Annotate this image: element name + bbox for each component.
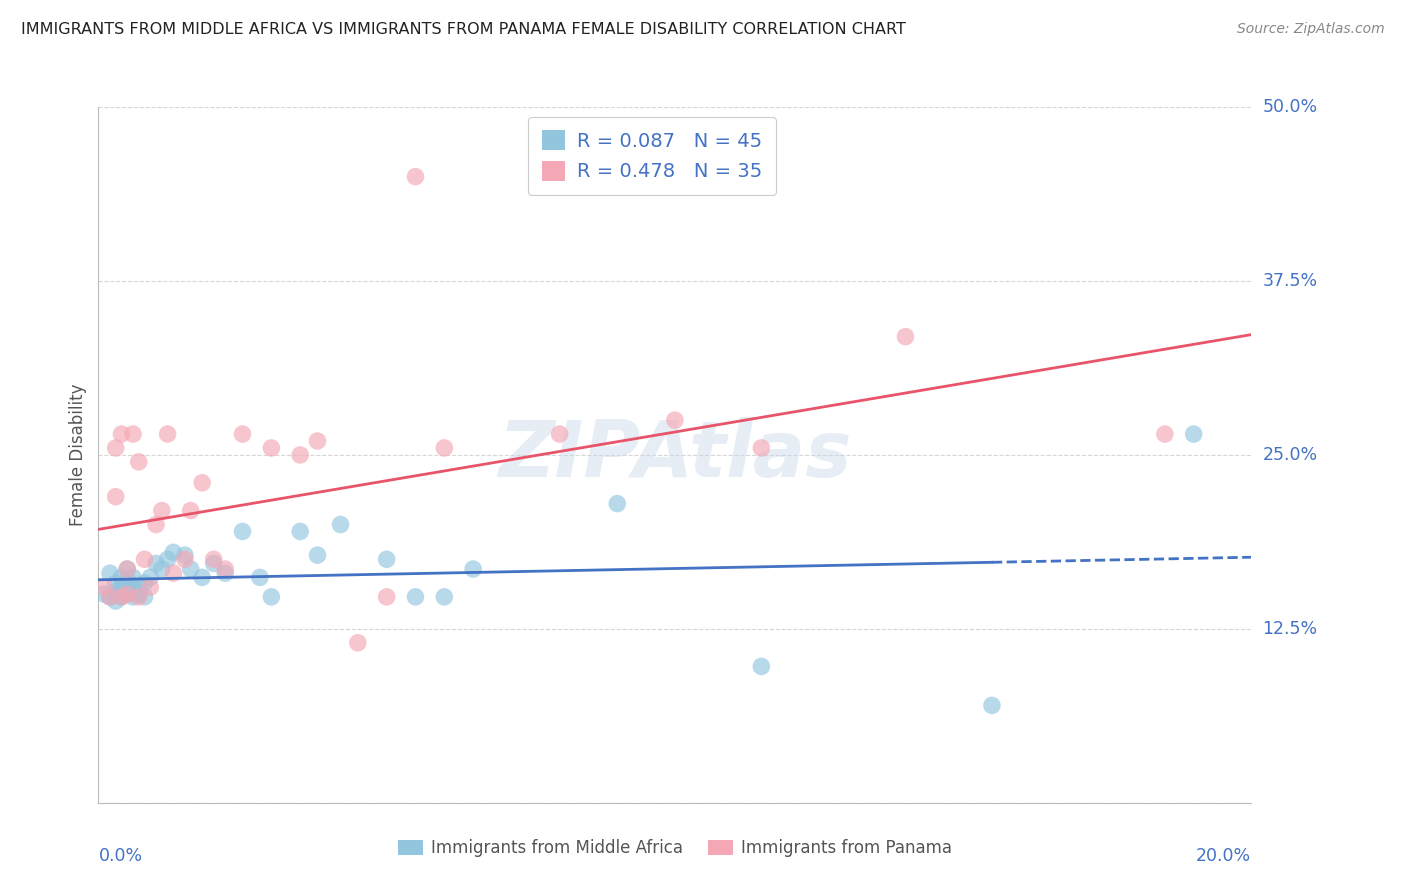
Legend: Immigrants from Middle Africa, Immigrants from Panama: Immigrants from Middle Africa, Immigrant… <box>391 833 959 864</box>
Point <box>346 636 368 650</box>
Point <box>191 475 214 490</box>
Text: 12.5%: 12.5% <box>1263 620 1317 638</box>
Point <box>104 441 127 455</box>
Point <box>104 584 127 599</box>
Point <box>461 562 484 576</box>
Point <box>214 566 236 581</box>
Point <box>122 427 145 442</box>
Point <box>110 590 132 604</box>
Point <box>1182 427 1205 442</box>
Point <box>260 590 283 604</box>
Point <box>117 580 138 594</box>
Point <box>162 566 184 581</box>
Point <box>174 548 197 562</box>
Point <box>664 413 686 427</box>
Point <box>98 590 121 604</box>
Point <box>751 441 773 455</box>
Point <box>150 562 173 576</box>
Point <box>104 594 127 608</box>
Text: 0.0%: 0.0% <box>98 847 142 865</box>
Point <box>249 570 271 584</box>
Point <box>104 490 127 504</box>
Point <box>110 590 132 604</box>
Point <box>307 548 329 562</box>
Point <box>122 570 145 584</box>
Text: 50.0%: 50.0% <box>1263 98 1317 116</box>
Point <box>405 590 427 604</box>
Point <box>214 562 236 576</box>
Point <box>606 497 628 511</box>
Point <box>110 427 132 442</box>
Point <box>117 562 138 576</box>
Point <box>98 566 121 581</box>
Point <box>156 427 179 442</box>
Point <box>117 573 138 587</box>
Point <box>104 576 127 591</box>
Point <box>329 517 352 532</box>
Point <box>162 545 184 559</box>
Text: 37.5%: 37.5% <box>1263 272 1317 290</box>
Point <box>202 552 225 566</box>
Point <box>433 590 456 604</box>
Point <box>134 552 156 566</box>
Text: ZIPAtlas: ZIPAtlas <box>498 417 852 493</box>
Point <box>139 580 162 594</box>
Point <box>134 576 156 591</box>
Text: 25.0%: 25.0% <box>1263 446 1317 464</box>
Point <box>110 584 132 599</box>
Point <box>117 587 138 601</box>
Point <box>117 587 138 601</box>
Point <box>145 517 167 532</box>
Point <box>202 557 225 571</box>
Point <box>93 580 115 594</box>
Point <box>174 552 197 566</box>
Point <box>191 570 214 584</box>
Point <box>156 552 179 566</box>
Point <box>145 557 167 571</box>
Point <box>548 427 571 442</box>
Point <box>433 441 456 455</box>
Point <box>290 448 312 462</box>
Point <box>1153 427 1175 442</box>
Point <box>139 570 162 584</box>
Point <box>110 570 132 584</box>
Point <box>110 580 132 594</box>
Point <box>180 562 202 576</box>
Point <box>375 552 398 566</box>
Point <box>150 503 173 517</box>
Point <box>134 590 156 604</box>
Point <box>128 587 150 601</box>
Point <box>375 590 398 604</box>
Point <box>98 590 121 604</box>
Point <box>307 434 329 448</box>
Point <box>981 698 1004 713</box>
Point <box>290 524 312 539</box>
Text: Source: ZipAtlas.com: Source: ZipAtlas.com <box>1237 22 1385 37</box>
Point <box>751 659 773 673</box>
Point <box>260 441 283 455</box>
Point <box>231 524 254 539</box>
Y-axis label: Female Disability: Female Disability <box>69 384 87 526</box>
Point <box>117 562 138 576</box>
Point <box>405 169 427 184</box>
Text: IMMIGRANTS FROM MIDDLE AFRICA VS IMMIGRANTS FROM PANAMA FEMALE DISABILITY CORREL: IMMIGRANTS FROM MIDDLE AFRICA VS IMMIGRA… <box>21 22 905 37</box>
Point <box>180 503 202 517</box>
Point <box>128 580 150 594</box>
Point <box>128 455 150 469</box>
Point <box>93 587 115 601</box>
Point <box>128 590 150 604</box>
Point <box>231 427 254 442</box>
Point <box>122 590 145 604</box>
Point <box>894 329 917 343</box>
Text: 20.0%: 20.0% <box>1197 847 1251 865</box>
Point <box>122 580 145 594</box>
